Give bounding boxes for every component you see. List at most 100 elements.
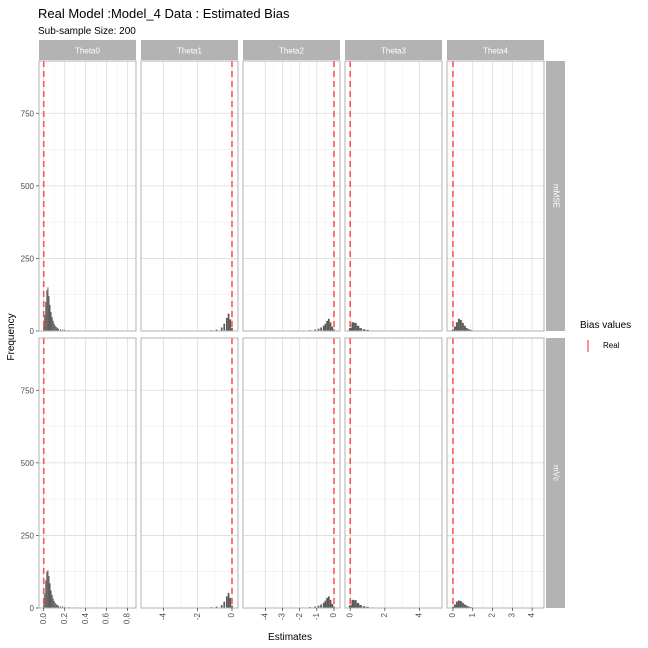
column-strip [345,40,442,60]
panel-border [446,337,545,609]
row-strip-label: mVc [551,465,560,481]
y-tick-label: 0 [30,604,35,613]
x-tick-label: -4 [158,612,167,620]
x-tick-label: 0 [345,612,354,617]
histogram-bar [227,313,230,331]
histogram-bar [50,590,52,608]
histogram-bar [463,604,466,608]
histogram-bar [229,319,232,331]
row-strip [546,338,565,608]
x-tick-label: 3 [507,612,516,617]
histogram-bar [453,604,456,608]
histogram-bar [55,604,57,608]
histogram-bar [348,328,352,331]
histogram-bar [220,605,223,608]
histogram-bar [317,328,320,331]
histogram-bar [453,326,456,331]
x-tick-label: 0 [227,612,236,617]
histogram-bar [329,322,332,331]
histogram-bar [359,328,362,331]
histogram-bar [223,601,226,608]
legend-label-real: Real [603,341,620,350]
histogram-bar [320,327,322,331]
histogram-bar [322,602,325,608]
panel-background [345,338,442,608]
histogram-bar [331,603,334,608]
panel-border [38,337,137,609]
chart-subtitle: Sub-sample Size: 200 [38,26,136,37]
histogram-bar [461,322,464,331]
x-tick-label: 0 [448,612,457,617]
histogram-bar [326,320,328,331]
histogram-bar [64,329,66,331]
histogram-bar [356,325,360,331]
panel-border [446,60,545,332]
column-strip [39,40,136,60]
row-strip [546,61,565,331]
histogram-bar [451,606,454,608]
histogram-bar [457,600,460,608]
histogram-bar [56,605,58,608]
x-tick-label: -1 [312,612,321,620]
histogram-bar [320,604,322,608]
histogram-bar [56,328,58,331]
histogram-bar [44,315,46,331]
histogram-bar [327,318,330,331]
column-strip [243,40,340,60]
histogram-bar [46,571,48,608]
panel-border [242,337,341,609]
histogram-bar [469,329,472,331]
x-tick-label: 0.6 [102,612,111,624]
panel-background [39,61,136,331]
histogram-bar [57,605,59,608]
histogram-bar [43,604,45,608]
histogram-bar [223,323,226,331]
histogram-bar [451,329,454,331]
histogram-bar [52,598,54,608]
y-axis-title: Frequency [6,313,17,360]
histogram-bar [459,319,462,331]
y-tick-label: 250 [21,254,35,263]
histogram-bar [57,328,59,331]
panel-border [140,337,239,609]
histogram-bar [463,325,466,331]
x-tick-label: 0 [329,612,338,617]
histogram-bar [324,600,327,608]
histogram-bar [59,329,62,331]
x-tick-label: 0.4 [81,612,90,624]
histogram-bar [43,326,45,331]
x-tick-label: 1 [468,612,477,617]
histogram-bar [48,576,50,608]
histogram-bar [45,580,47,608]
panel-border [140,60,239,332]
panel-border [38,60,137,332]
histogram-bar [220,327,223,331]
histogram-bar [331,326,334,331]
panel-background [141,338,238,608]
column-strip [141,40,238,60]
facet-panels: Theta0 Theta1 Theta2 Theta3 Theta4mMSEmVc025… [21,40,565,624]
x-tick-label: 2 [488,612,497,617]
histogram-bar [62,329,64,331]
histogram-bar [225,317,228,331]
histogram-bar [314,606,316,608]
histogram-bar [54,325,56,331]
histogram-bar [47,570,49,608]
histogram-bar [52,320,54,331]
histogram-bar [362,329,366,331]
x-tick-label: -4 [260,612,269,620]
column-strip-label: Theta2 [279,47,304,56]
histogram-bar [326,597,328,608]
histogram-bar [465,328,468,331]
x-tick-label: 0.2 [60,612,69,624]
histogram-bar [327,596,330,608]
column-strip-label: Theta1 [177,47,202,56]
panel-border [344,60,443,332]
histogram-bar [45,301,47,331]
histogram-bar [359,605,362,608]
legend: Bias values Real [580,320,631,352]
panel-background [447,338,544,608]
histogram-bar [322,325,325,331]
panel-background [243,61,340,331]
